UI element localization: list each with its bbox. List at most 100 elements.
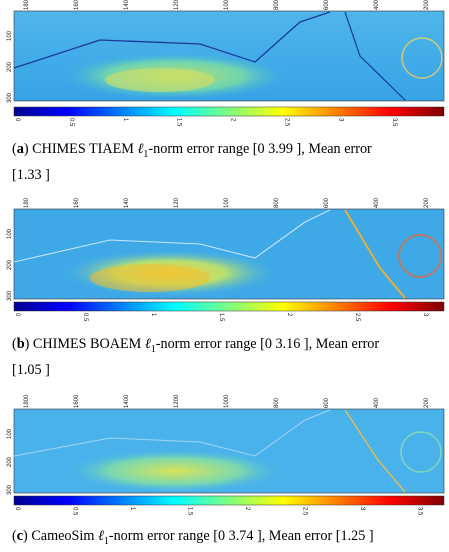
- y-tick-label: 100: [7, 428, 13, 439]
- colorbar-tick-label: 1.5: [218, 313, 224, 322]
- x-tick-label: 1000: [224, 0, 230, 10]
- bright-stripe: [344, 409, 406, 493]
- caption-range: -norm error range [0 3.16 ], Mean error: [155, 336, 380, 352]
- vegetation-core: [105, 68, 215, 92]
- colorbar-tick-label: 1: [129, 507, 135, 511]
- circular-feature: [398, 234, 442, 278]
- y-tick-label: 300: [7, 92, 13, 103]
- colorbar-tick-label: 2.5: [283, 118, 289, 127]
- colorbar-tick-label: 0: [14, 507, 20, 511]
- caption-method: CHIMES BOAEM: [32, 336, 142, 352]
- x-tick-label: 600: [324, 397, 330, 408]
- x-tick-label: 1600: [74, 0, 80, 10]
- x-tick-label: 1400: [124, 0, 130, 10]
- figure-panel-b: 1800 1600 1400 1200 1000 800 600 400 200 100 200 3…: [0, 198, 449, 378]
- circular-feature: [400, 431, 442, 473]
- error-map-b: 1800 1600 1400 1200 1000 800 600 400 200 100 200 3…: [7, 198, 445, 312]
- colorbar-tick-label: 3: [422, 313, 428, 317]
- colorbar-ticks-b: 0 0.5 1 1.5 2 2.5 3: [14, 313, 428, 322]
- x-tick-label: 1400: [124, 198, 130, 208]
- colorbar-tick-label: 2.5: [354, 313, 360, 322]
- caption-b: (b) CHIMES BOAEM ℓ1-norm error range [0 …: [12, 336, 380, 378]
- caption-range: -norm error range [0 3.99 ], Mean error: [148, 141, 372, 157]
- colorbar-tick-label: 0.5: [71, 507, 77, 516]
- x-tick-label: 1800: [24, 0, 30, 10]
- x-tick-label: 200: [424, 198, 430, 208]
- colorbar: [13, 495, 445, 506]
- caption-label: b: [16, 336, 25, 352]
- colorbar: [13, 301, 445, 312]
- colorbar: [13, 106, 445, 117]
- y-tick-label: 200: [7, 259, 13, 270]
- y-tick-label: 200: [7, 61, 13, 72]
- caption-c: (c) CameoSim ℓ1-norm error range [0 3.74…: [12, 528, 374, 547]
- colorbar-tick-label: 1: [150, 313, 156, 317]
- x-tick-label: 1200: [174, 0, 180, 10]
- road-line-2: [344, 11, 406, 101]
- y-tick-label: 100: [7, 228, 13, 239]
- colorbar-tick-label: 0: [14, 118, 20, 122]
- caption-norm: ℓ1: [144, 336, 156, 355]
- colorbar-tick-label: 3: [337, 118, 343, 122]
- x-tick-label: 1600: [74, 198, 80, 208]
- error-map-a: 1800 1600 1400 1200 1000 800 600 400 200 100 200 3…: [7, 0, 445, 117]
- colorbar-tick-label: 3: [359, 507, 365, 511]
- road-line: [13, 409, 331, 457]
- colorbar-tick-label: 2: [286, 313, 292, 317]
- colorbar-tick-label: 1: [122, 118, 128, 122]
- y-axis-ticks: 100 200 300: [7, 30, 13, 103]
- vegetation-region: [65, 449, 285, 493]
- x-tick-label: 1000: [224, 198, 230, 208]
- y-tick-label: 200: [7, 456, 13, 467]
- caption-mean: [1.33 ]: [12, 166, 50, 183]
- x-tick-label: 400: [374, 198, 380, 208]
- y-axis-ticks: 100 200 300: [7, 228, 13, 301]
- caption-mean: [1.05 ]: [12, 361, 50, 378]
- colorbar-tick-label: 3.5: [416, 507, 422, 516]
- x-tick-label: 200: [424, 397, 430, 408]
- colorbar-tick-label: 1.5: [176, 118, 182, 127]
- caption-method: CHIMES TIAEM: [32, 141, 134, 157]
- x-tick-label: 1800: [24, 198, 30, 208]
- colorbar-tick-label: 2: [244, 507, 250, 511]
- figure-panel-c: 1800 1600 1400 1200 1000 800 600 400 200 100 200 3…: [0, 394, 449, 550]
- y-axis-ticks: 100 200 300: [7, 428, 13, 495]
- colorbar-tick-label: 3.5: [391, 118, 397, 127]
- bright-stripe: [344, 209, 406, 299]
- colorbar-tick-label: 0.5: [68, 118, 74, 127]
- caption-norm: ℓ1: [137, 141, 149, 160]
- colorbar-tick-label: 2.5: [301, 507, 307, 516]
- caption-label: a: [16, 141, 24, 157]
- road-line: [13, 209, 331, 263]
- x-tick-label: 800: [274, 198, 280, 208]
- figure-panel-a: 1800 1600 1400 1200 1000 800 600 400 200 100 200 3…: [0, 0, 449, 183]
- colorbar-tick-label: 0: [14, 313, 20, 317]
- road-line: [13, 11, 331, 69]
- colorbar-tick-label: 0.5: [82, 313, 88, 322]
- caption-label: c: [16, 528, 24, 544]
- y-tick-label: 300: [7, 484, 13, 495]
- x-tick-label: 1800: [24, 394, 30, 408]
- x-axis-ticks: 1800 1600 1400 1200 1000 800 600 400 200: [24, 0, 430, 10]
- x-axis-ticks: 1800 1600 1400 1200 1000 800 600 400 200: [24, 198, 430, 208]
- vegetation-core: [90, 264, 210, 292]
- circular-feature: [401, 37, 443, 79]
- caption-norm: ℓ1: [97, 528, 109, 547]
- x-tick-label: 1200: [174, 394, 180, 408]
- caption-range: -norm error range [0 3.74 ], Mean error …: [108, 528, 374, 544]
- x-tick-label: 600: [324, 198, 330, 208]
- x-tick-label: 400: [374, 397, 380, 408]
- caption-a: (a) CHIMES TIAEM ℓ1-norm error range [0 …: [12, 141, 372, 183]
- x-tick-label: 200: [424, 0, 430, 10]
- x-tick-label: 400: [374, 0, 380, 10]
- x-axis-ticks: 1800 1600 1400 1200 1000 800 600 400 200: [24, 394, 430, 408]
- colorbar-tick-label: 2: [230, 118, 236, 122]
- x-tick-label: 800: [274, 0, 280, 10]
- x-tick-label: 1400: [124, 394, 130, 408]
- y-tick-label: 300: [7, 290, 13, 301]
- error-map-c: 1800 1600 1400 1200 1000 800 600 400 200 100 200 3…: [7, 394, 445, 506]
- caption-method: CameoSim: [31, 528, 95, 544]
- x-tick-label: 1600: [74, 394, 80, 408]
- y-tick-label: 100: [7, 30, 13, 41]
- colorbar-ticks-c: 0 0.5 1 1.5 2 2.5 3 3.5: [14, 507, 422, 516]
